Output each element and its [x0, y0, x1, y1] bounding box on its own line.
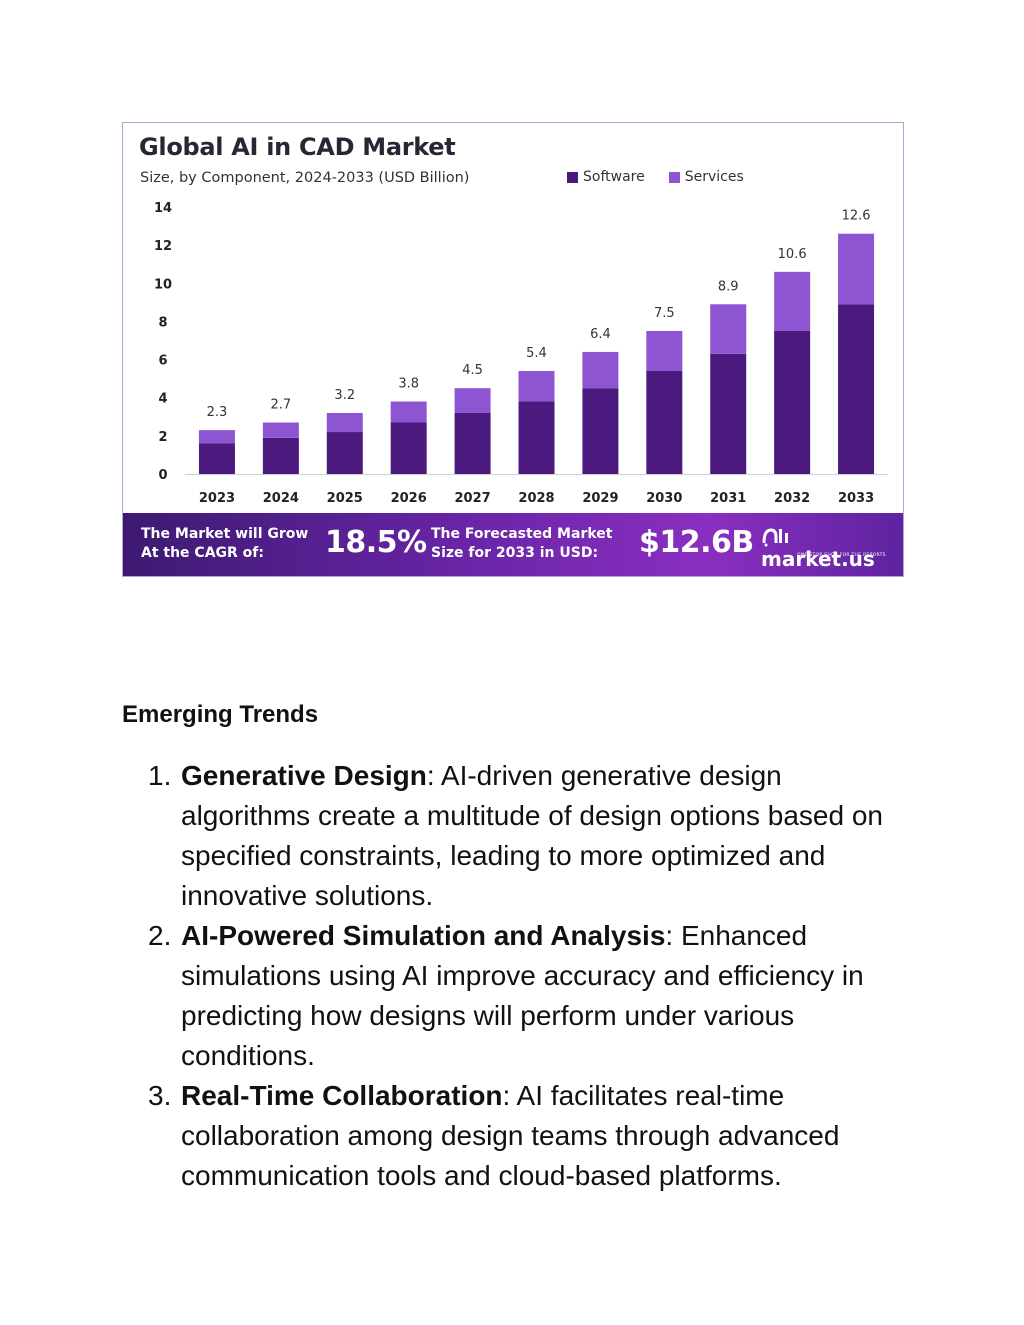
legend-label-services: Services — [684, 169, 744, 185]
chart-title: Global AI in CAD Market — [139, 133, 456, 161]
forecast-value: $12.6B — [639, 525, 754, 560]
x-tick-label: 2028 — [518, 491, 554, 506]
bar-total-label: 12.6 — [842, 209, 871, 224]
bar-services-2031 — [710, 304, 747, 354]
bar-total-label: 3.8 — [398, 377, 419, 392]
legend-swatch-software — [567, 171, 578, 183]
brand-name: market.us — [761, 547, 875, 571]
list-item: 3. Real-Time Collaboration: AI facilitate… — [148, 1076, 908, 1196]
x-tick-label: 2033 — [838, 491, 874, 506]
bar-services-2029 — [582, 351, 619, 389]
bar-total-label: 8.9 — [718, 279, 739, 294]
bar-software-2033 — [838, 304, 875, 474]
bar-services-2032 — [774, 271, 811, 331]
cagr-label: The Market will Grow At the CAGR of: — [141, 526, 309, 561]
y-tick-label: 10 — [154, 277, 172, 292]
x-tick-label: 2030 — [646, 491, 682, 506]
trend-list: 1. Generative Design: AI-driven generativ… — [148, 756, 908, 1196]
legend-swatch-services — [668, 171, 680, 183]
list-item-title: Generative Design — [181, 760, 427, 791]
bar-total-label: 2.3 — [207, 405, 228, 420]
market-infographic: Global AI in CAD Market Size, by Compone… — [122, 122, 904, 577]
bar-services-2025 — [326, 412, 363, 433]
chart-legend: Software Services — [567, 169, 744, 185]
list-item-number: 1. — [148, 760, 172, 791]
y-tick-label: 14 — [154, 201, 172, 216]
y-tick-label: 6 — [158, 354, 167, 369]
market-us-logo-icon — [762, 528, 788, 547]
x-tick-label: 2025 — [327, 491, 363, 506]
bar-services-2028 — [518, 371, 555, 402]
chart-subtitle: Size, by Component, 2024-2033 (USD Billi… — [140, 170, 470, 186]
x-tick-label: 2024 — [263, 491, 299, 506]
bar-software-2026 — [390, 422, 427, 474]
legend-item-services: Services — [668, 169, 744, 185]
y-tick-label: 2 — [158, 430, 167, 445]
y-tick-label: 12 — [154, 239, 172, 254]
bar-total-label: 10.6 — [778, 247, 807, 262]
list-item-title: AI-Powered Simulation and Analysis — [181, 920, 666, 951]
y-tick-label: 4 — [158, 392, 167, 407]
list-item-text: : Enhanced simulations using AI improve … — [181, 920, 864, 1071]
bar-software-2029 — [582, 388, 619, 474]
summary-banner: The Market will Grow At the CAGR of: 18.… — [123, 513, 903, 576]
x-tick-label: 2032 — [774, 491, 810, 506]
cagr-value: 18.5% — [325, 525, 427, 560]
bar-software-2030 — [646, 371, 683, 474]
bar-services-2023 — [198, 430, 235, 444]
legend-label-software: Software — [583, 169, 645, 185]
bar-total-label: 5.4 — [526, 346, 547, 361]
bar-software-2031 — [710, 353, 747, 474]
bar-software-2025 — [326, 432, 363, 474]
x-tick-label: 2031 — [710, 491, 746, 506]
list-item-text: : AI facilitates real-time collaboration… — [181, 1080, 840, 1191]
bar-total-label: 4.5 — [462, 363, 483, 378]
legend-item-software: Software — [567, 169, 645, 185]
bar-software-2027 — [454, 412, 491, 474]
x-tick-label: 2027 — [454, 491, 490, 506]
list-item-number: 3. — [148, 1080, 172, 1111]
list-item: 1. Generative Design: AI-driven generativ… — [148, 756, 908, 916]
bar-software-2032 — [774, 330, 811, 474]
x-tick-label: 2023 — [199, 491, 235, 506]
bar-services-2027 — [454, 388, 491, 413]
bar-total-label: 3.2 — [334, 388, 355, 403]
bar-software-2028 — [518, 401, 555, 474]
x-tick-label: 2029 — [582, 491, 618, 506]
bar-software-2023 — [198, 443, 235, 474]
y-tick-label: 8 — [158, 315, 167, 330]
bar-total-label: 6.4 — [590, 327, 611, 342]
list-item-text: : AI-driven generative design algorithms… — [181, 760, 883, 911]
forecast-label: The Forecasted Market Size for 2033 in U… — [431, 526, 613, 561]
bar-total-label: 2.7 — [271, 398, 292, 413]
list-item-title: Real-Time Collaboration — [181, 1080, 503, 1111]
bar-services-2026 — [390, 401, 427, 423]
list-item-number: 2. — [148, 920, 172, 951]
bar-chart: 0 2 4 6 8 10 12 14 2.3 2023 2.7 2024 3.2 2025 3.8 2026 4… — [154, 201, 888, 506]
bar-services-2033 — [838, 233, 875, 305]
bar-software-2024 — [262, 437, 299, 474]
bar-services-2024 — [262, 422, 299, 438]
x-tick-label: 2026 — [391, 491, 427, 506]
y-tick-label: 0 — [158, 468, 167, 483]
bar-total-label: 7.5 — [654, 306, 675, 321]
brand-tagline: ONE STOP SHOP FOR THE REPORTS — [797, 553, 886, 558]
list-item: 2. AI-Powered Simulation and Analysis: En… — [148, 916, 908, 1076]
section-heading: Emerging Trends — [122, 701, 319, 728]
brand-logo: market.us ONE STOP SHOP FOR THE REPORTS — [761, 525, 903, 571]
bar-services-2030 — [646, 330, 683, 372]
